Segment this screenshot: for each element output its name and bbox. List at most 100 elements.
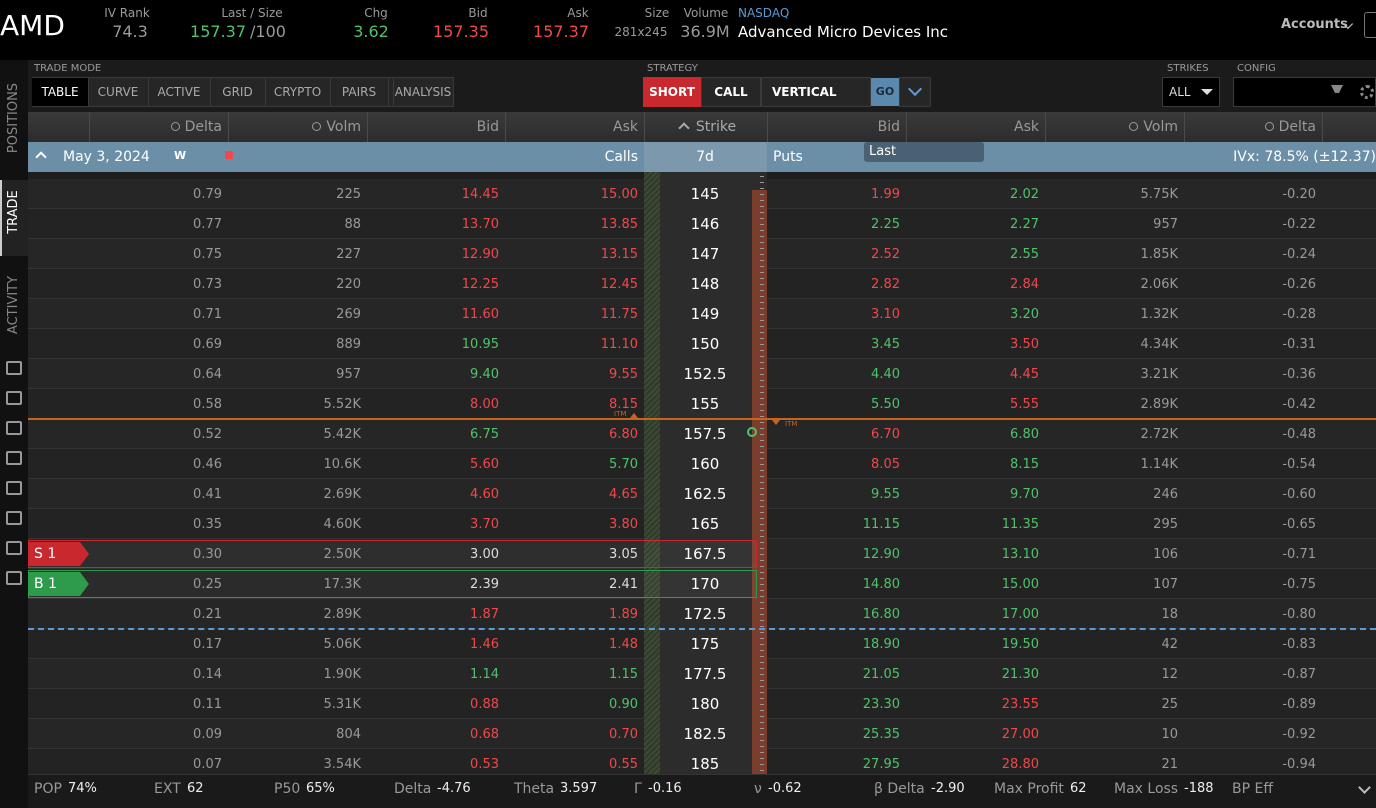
put-cell[interactable]: 2.84 [1010,277,1039,292]
order-label[interactable]: S 1 [34,546,57,562]
put-cell[interactable]: 12.90 [862,547,900,562]
call-cell[interactable]: 11.60 [461,307,499,322]
put-cell[interactable]: 14.80 [862,577,900,592]
side-icon[interactable] [6,511,22,525]
column-header[interactable]: Bid [877,119,900,135]
put-cell[interactable]: 11.15 [862,517,900,532]
side-tab[interactable]: TRADE [6,190,21,234]
put-cell[interactable]: 23.55 [1001,697,1039,712]
trade-mode-tab[interactable]: GRID [222,85,253,99]
strike[interactable]: 157.5 [683,425,727,443]
call-cell[interactable]: 9.55 [609,367,638,382]
call-cell[interactable]: 8.00 [470,397,499,412]
column-header[interactable]: Bid [476,119,499,135]
trade-mode-tab[interactable]: PAIRS [341,85,377,99]
column-header[interactable]: Strike [695,119,737,135]
call-cell[interactable]: 3.05 [609,547,638,562]
put-cell[interactable]: 18.90 [862,637,900,652]
put-cell[interactable]: 8.15 [1010,457,1039,472]
put-cell[interactable]: 3.20 [1010,307,1039,322]
call-cell[interactable]: 12.90 [461,247,499,262]
strikes[interactable]: ALL [1169,85,1191,99]
go-button[interactable] [871,78,899,106]
call-cell[interactable]: 4.60 [470,487,499,502]
call-cell[interactable]: 3.80 [609,517,638,532]
put-cell[interactable]: 9.70 [1010,487,1039,502]
put-cell[interactable]: 2.82 [871,277,900,292]
strike[interactable]: 150 [690,335,720,353]
side[interactable]: SHORT [649,85,695,99]
call-cell[interactable]: 6.80 [609,427,638,442]
strike[interactable]: 165 [690,515,720,533]
call-cell[interactable]: 5.60 [470,457,499,472]
put-cell[interactable]: 4.45 [1010,367,1039,382]
strike[interactable]: 145 [690,185,720,203]
strike[interactable]: 180 [690,695,720,713]
strikes-select[interactable] [1162,77,1220,107]
put-cell[interactable]: 3.50 [1010,337,1039,352]
call-cell[interactable]: 13.70 [461,217,499,232]
call-cell[interactable]: 5.70 [609,457,638,472]
put-cell[interactable]: 2.02 [1010,187,1039,202]
put-cell[interactable]: 13.10 [1001,547,1039,562]
put-cell[interactable]: 5.50 [871,397,900,412]
put-cell[interactable]: 2.52 [871,247,900,262]
side-button[interactable] [643,77,701,107]
call-cell[interactable]: 3.70 [470,517,499,532]
call-cell[interactable]: 1.46 [470,637,499,652]
call-cell[interactable]: 8.15 [609,397,638,412]
side-icon[interactable] [6,361,22,375]
put-cell[interactable]: 28.80 [1001,757,1039,772]
call-cell[interactable]: 0.70 [609,727,638,742]
call-cell[interactable]: 12.45 [600,277,638,292]
call-cell[interactable]: 1.14 [470,667,499,682]
column-header[interactable]: Volm [1143,119,1178,135]
strike[interactable]: 175 [690,635,720,653]
call-cell[interactable]: 1.15 [609,667,638,682]
put-cell[interactable]: 17.00 [1001,607,1039,622]
put-cell[interactable]: 19.50 [1001,637,1039,652]
put-cell[interactable]: 15.00 [1001,577,1039,592]
side-icon[interactable] [6,541,22,555]
put-cell[interactable]: 16.80 [862,607,900,622]
side-tab[interactable]: ACTIVITY [6,275,21,335]
put-cell[interactable]: 3.45 [871,337,900,352]
call-cell[interactable]: 14.45 [461,187,499,202]
put-cell[interactable]: 2.55 [1010,247,1039,262]
column-header[interactable]: Delta [1278,119,1316,135]
put-cell[interactable]: 2.25 [871,217,900,232]
put-cell[interactable]: 27.95 [862,757,900,772]
trade-mode-tab[interactable]: TABLE [41,85,79,99]
side-icon[interactable] [6,391,22,405]
type-button[interactable] [701,77,761,107]
account-select[interactable] [1364,12,1376,38]
call-cell[interactable]: 0.88 [470,697,499,712]
call-cell[interactable]: 12.25 [461,277,499,292]
call-cell[interactable]: 1.48 [609,637,638,652]
put-cell[interactable]: 6.70 [871,427,900,442]
put-cell[interactable]: 23.30 [862,697,900,712]
strike[interactable]: 177.5 [683,665,727,683]
call-cell[interactable]: 0.55 [609,757,638,772]
go[interactable]: GO [875,85,895,98]
column-header[interactable]: Ask [613,119,638,135]
call-cell[interactable]: 1.89 [609,607,638,622]
strike[interactable]: 182.5 [683,725,727,743]
call-cell[interactable]: 0.90 [609,697,638,712]
put-cell[interactable]: 9.55 [871,487,900,502]
trade-mode-tab[interactable]: ACTIVE [157,85,201,99]
call-cell[interactable]: 0.68 [470,727,499,742]
strike[interactable]: 149 [690,305,720,323]
strike[interactable]: 170 [690,575,720,593]
call-cell[interactable]: 2.39 [470,577,499,592]
strategy[interactable]: VERTICAL [772,85,837,99]
put-cell[interactable]: 1.99 [871,187,900,202]
call-cell[interactable]: 3.00 [470,547,499,562]
column-header[interactable]: Ask [1014,119,1039,135]
put-cell[interactable]: 3.10 [871,307,900,322]
column-header[interactable]: Delta [184,119,222,135]
call-cell[interactable]: 15.00 [600,187,638,202]
strike[interactable]: 167.5 [683,545,727,563]
strike[interactable]: 155 [690,395,720,413]
side-icon[interactable] [6,481,22,495]
